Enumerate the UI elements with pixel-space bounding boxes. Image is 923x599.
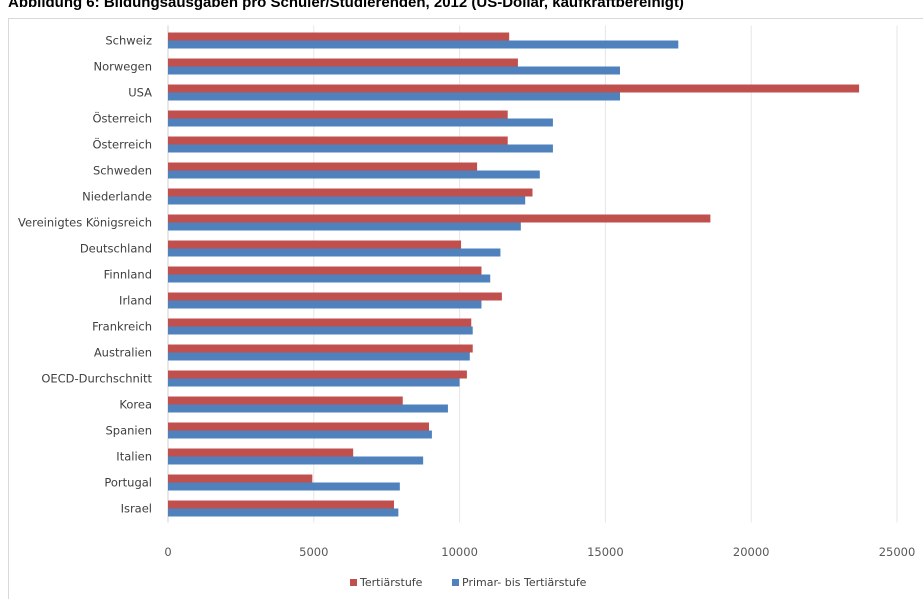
x-tick-label: 0 xyxy=(164,545,171,559)
category-label: USA xyxy=(128,86,152,100)
bar-tertiaer xyxy=(168,32,510,41)
bar-primar-tertiaer xyxy=(168,456,424,465)
bar-primar-tertiaer xyxy=(168,92,620,101)
category-label: Irland xyxy=(119,294,152,308)
bar-primar-tertiaer xyxy=(168,274,491,283)
bar-tertiaer xyxy=(168,448,354,457)
bar-primar-tertiaer xyxy=(168,40,679,49)
bar-tertiaer xyxy=(168,500,394,509)
chart-title: Abbildung 6: Bildungsausgaben pro Schüle… xyxy=(8,0,684,11)
x-tick-label: 20000 xyxy=(733,545,770,559)
bar-primar-tertiaer xyxy=(168,482,400,491)
x-tick-label: 10000 xyxy=(441,545,478,559)
bar-tertiaer xyxy=(168,344,473,353)
bar-primar-tertiaer xyxy=(168,352,470,361)
bar-primar-tertiaer xyxy=(168,430,432,439)
legend: Tertiärstufe Primar- bis Tertiärstufe xyxy=(350,576,587,589)
category-label: Niederlande xyxy=(82,190,152,204)
x-tick-label: 25000 xyxy=(879,545,916,559)
category-labels: Schweiz Norwegen USA Österreich Österreich Sc… xyxy=(18,34,152,516)
x-tick-label: 15000 xyxy=(587,545,624,559)
category-label: Österreich xyxy=(92,136,152,152)
bar-tertiaer xyxy=(168,84,860,93)
legend-swatch xyxy=(452,579,459,586)
category-label: OECD-Durchschnitt xyxy=(41,372,152,386)
bar-primar-tertiaer xyxy=(168,144,553,153)
legend-label: Primar- bis Tertiärstufe xyxy=(462,576,587,589)
bar-primar-tertiaer xyxy=(168,248,501,257)
bar-primar-tertiaer xyxy=(168,378,460,387)
bar-primar-tertiaer xyxy=(168,118,553,127)
bar-primar-tertiaer xyxy=(168,170,540,179)
category-label: Spanien xyxy=(106,424,153,438)
category-label: Portugal xyxy=(104,476,152,490)
bar-tertiaer xyxy=(168,240,462,249)
bar-tertiaer xyxy=(168,422,429,431)
bar-tertiaer xyxy=(168,370,467,379)
bar-primar-tertiaer xyxy=(168,222,521,231)
bar-primar-tertiaer xyxy=(168,326,473,335)
category-label: Australien xyxy=(94,346,152,360)
bars xyxy=(168,32,860,517)
bar-tertiaer xyxy=(168,292,502,301)
bar-tertiaer xyxy=(168,188,533,197)
bar-tertiaer xyxy=(168,214,711,223)
bar-primar-tertiaer xyxy=(168,300,482,309)
category-label: Deutschland xyxy=(80,242,152,256)
legend-label: Tertiärstufe xyxy=(359,576,423,589)
x-tick-label: 5000 xyxy=(299,545,328,559)
bar-tertiaer xyxy=(168,266,482,275)
bar-primar-tertiaer xyxy=(168,196,526,205)
category-label: Finnland xyxy=(104,268,152,282)
category-label: Israel xyxy=(121,502,152,516)
bar-tertiaer xyxy=(168,162,478,171)
bar-tertiaer xyxy=(168,58,518,67)
bar-primar-tertiaer xyxy=(168,404,448,413)
category-label: Schweden xyxy=(93,164,152,178)
category-label: Frankreich xyxy=(92,320,152,334)
category-label: Vereinigtes Königsreich xyxy=(18,216,152,230)
bar-tertiaer xyxy=(168,318,472,327)
bar-tertiaer xyxy=(168,136,508,145)
category-label: Schweiz xyxy=(105,34,152,48)
category-label: Norwegen xyxy=(93,60,152,74)
chart-frame xyxy=(8,18,923,599)
bar-primar-tertiaer xyxy=(168,508,399,517)
bar-tertiaer xyxy=(168,110,508,119)
bar-tertiaer xyxy=(168,396,403,405)
category-label: Österreich xyxy=(92,110,152,126)
category-label: Italien xyxy=(116,450,152,464)
category-label: Korea xyxy=(119,398,152,412)
bar-primar-tertiaer xyxy=(168,66,620,75)
bar-tertiaer xyxy=(168,474,313,483)
legend-swatch xyxy=(350,579,357,586)
x-tick-labels: 0 5000 10000 15000 20000 25000 xyxy=(164,545,915,559)
